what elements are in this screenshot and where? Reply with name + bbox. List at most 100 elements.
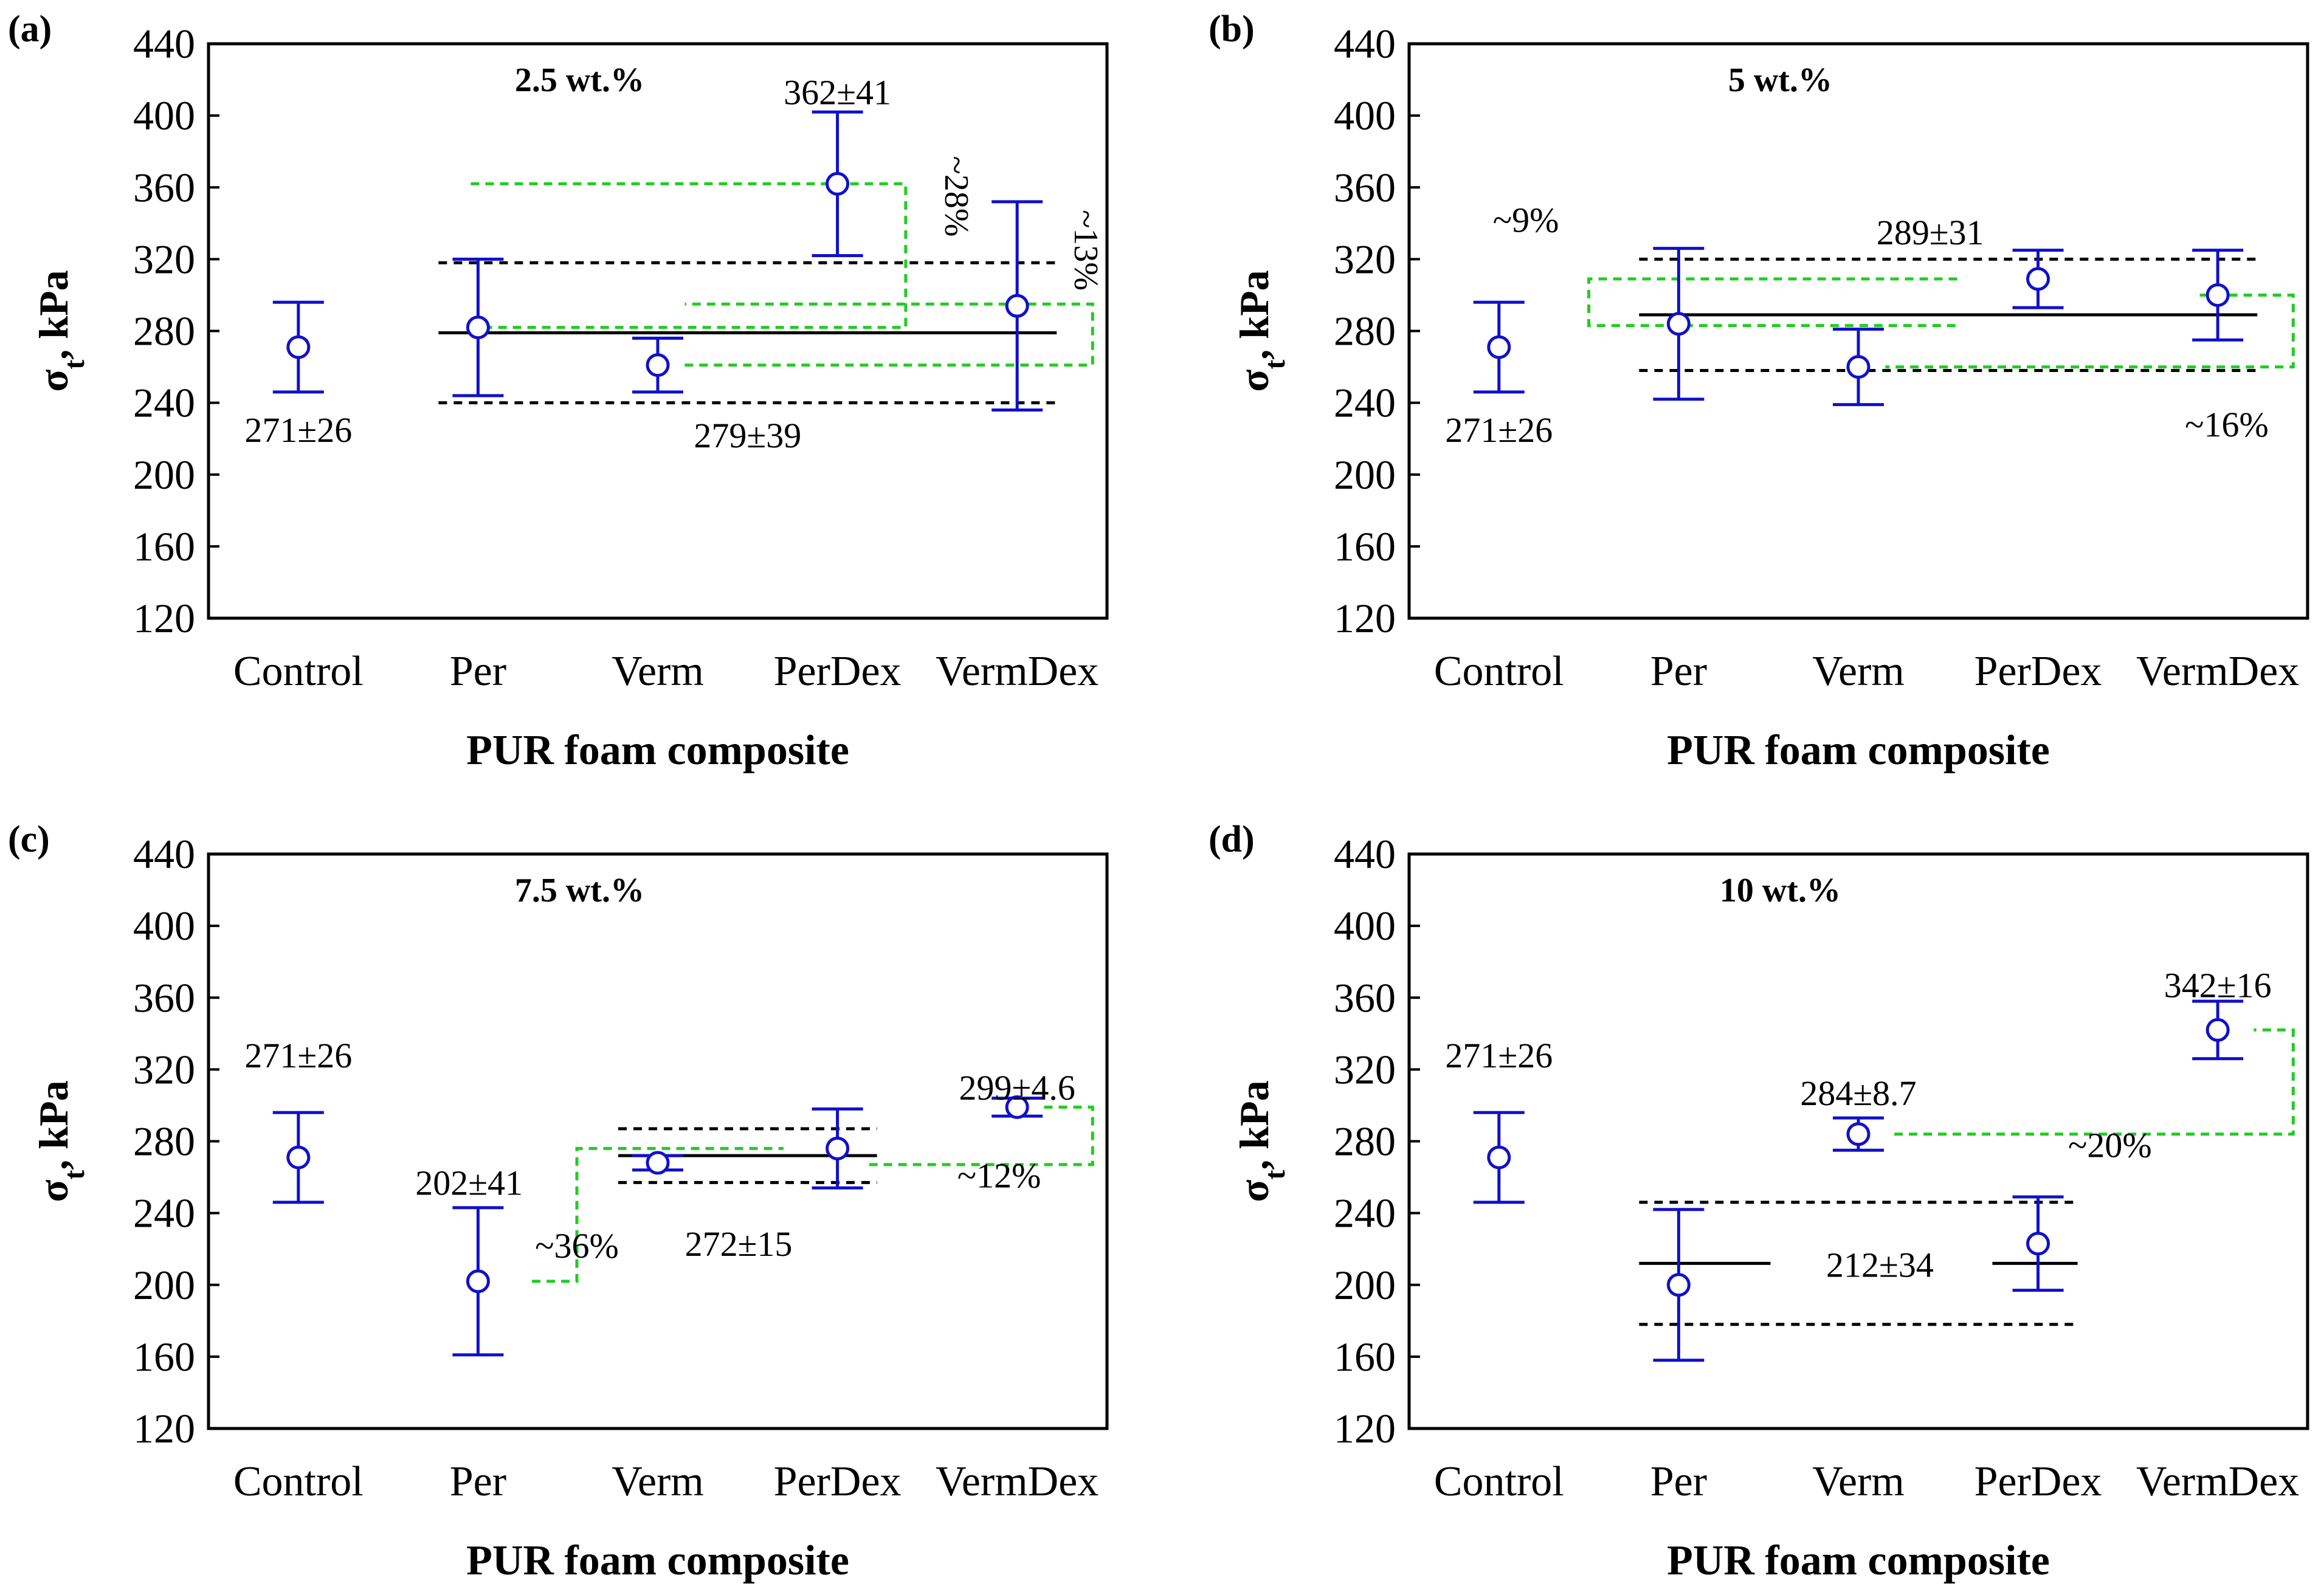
value-label: 279±39: [694, 416, 801, 455]
y-axis-label: σt, kPa: [30, 1080, 91, 1202]
mean-label: 212±34: [1826, 1245, 1934, 1284]
data-point: [1005, 1095, 1029, 1119]
x-tick-label: VermDex: [2136, 1458, 2299, 1505]
value-label: 284±8.7: [1800, 1073, 1916, 1113]
percent-bracket: [532, 1146, 784, 1283]
y-tick-label: 120: [1334, 595, 1396, 641]
x-tick-label: PerDex: [774, 1458, 902, 1505]
y-tick-label: 160: [133, 1334, 195, 1380]
y-axis-subscript: t: [58, 1170, 91, 1180]
y-axis-label: σt, kPa: [30, 270, 91, 391]
y-axis-label: σt, kPa: [1231, 270, 1291, 391]
y-axis-unit: , kPa: [1231, 270, 1277, 359]
x-tick-label: Per: [1650, 1458, 1707, 1505]
x-tick-label: Control: [1434, 1458, 1564, 1505]
y-axis-symbol: σ: [30, 1180, 77, 1202]
y-tick-label: 160: [1334, 1334, 1396, 1380]
y-tick-label: 120: [133, 595, 195, 641]
data-point: [1846, 1122, 1871, 1146]
x-tick-label: Verm: [612, 1458, 704, 1505]
x-tick-label: VermDex: [2136, 648, 2299, 695]
y-tick-label: 240: [1334, 1190, 1396, 1236]
panel-title: 2.5 wt.%: [515, 61, 644, 99]
data-point: [286, 335, 311, 359]
y-axis-symbol: σ: [1231, 370, 1277, 392]
x-tick-label: Control: [233, 648, 364, 695]
data-point: [1846, 355, 1871, 379]
y-axis-unit: , kPa: [30, 270, 77, 359]
value-label: 342±16: [2164, 966, 2272, 1005]
y-tick-label: 360: [133, 164, 195, 210]
percent-bracket: [684, 302, 1094, 367]
panel-label: (d): [1209, 819, 1255, 860]
x-tick-label: Per: [450, 1458, 506, 1505]
plot-frame: [207, 42, 1109, 620]
y-tick-label: 240: [1334, 380, 1396, 426]
y-axis-symbol: σ: [30, 370, 77, 392]
y-tick-label: 360: [1334, 164, 1396, 210]
percent-bracket: [1587, 277, 1957, 328]
value-label: ~16%: [2185, 405, 2269, 444]
y-tick-label: 120: [1334, 1405, 1396, 1452]
chart-panel-3: 120 160 200 240 280 320 360 400 440 Control Per Ver…: [8, 819, 1109, 1584]
data-point: [1487, 1145, 1511, 1170]
data-point: [2205, 1018, 2230, 1042]
chart-panel-1: 120 160 200 240 280 320 360 400 440 Control Per Ver…: [8, 9, 1109, 774]
panel-title: 5 wt.%: [1728, 61, 1832, 99]
y-tick-label: 440: [133, 21, 195, 67]
y-tick-label: 320: [133, 236, 195, 282]
x-tick-label: Control: [233, 1458, 364, 1505]
value-label: 202±41: [415, 1163, 523, 1202]
y-axis-subscript: t: [58, 360, 91, 370]
y-tick-label: 280: [1334, 308, 1396, 354]
value-label: ~36%: [535, 1226, 619, 1266]
data-point: [1487, 335, 1511, 359]
data-point: [2026, 1232, 2050, 1256]
y-tick-label: 400: [1334, 903, 1396, 949]
y-tick-label: 320: [1334, 236, 1396, 282]
value-label: ~20%: [2068, 1125, 2152, 1165]
percent-bracket: [1894, 1028, 2295, 1136]
y-axis-symbol: σ: [1231, 1180, 1277, 1202]
y-tick-label: 440: [1334, 831, 1396, 877]
y-tick-label: 160: [133, 523, 195, 570]
y-tick-label: 320: [1334, 1046, 1396, 1092]
plot-frame: [207, 852, 1109, 1430]
panel-label: (a): [8, 9, 52, 50]
data-point: [466, 1269, 490, 1294]
x-tick-label: PerDex: [774, 648, 902, 695]
x-tick-label: Control: [1434, 648, 1564, 695]
y-tick-label: 360: [133, 974, 195, 1021]
y-axis-unit: , kPa: [1231, 1080, 1277, 1170]
percent-label: ~28%: [937, 156, 975, 237]
x-tick-label: VermDex: [936, 1458, 1098, 1505]
value-label: 272±15: [685, 1224, 793, 1264]
y-tick-label: 200: [133, 1262, 195, 1308]
value-label: 289±31: [1877, 213, 1984, 252]
x-tick-label: Per: [1650, 648, 1707, 695]
percent-bracket: [864, 1105, 1094, 1166]
y-tick-label: 280: [133, 308, 195, 354]
data-point: [2026, 267, 2050, 291]
percent-label: ~13%: [1067, 210, 1105, 291]
y-tick-label: 400: [1334, 92, 1396, 139]
y-axis-label: σt, kPa: [1231, 1080, 1291, 1202]
y-tick-label: 440: [133, 831, 195, 877]
data-point: [286, 1145, 311, 1170]
y-axis-subscript: t: [1259, 360, 1291, 370]
value-label: 271±26: [244, 410, 352, 450]
y-tick-label: 200: [1334, 1262, 1396, 1308]
data-point: [2205, 283, 2230, 307]
data-point: [1666, 1273, 1691, 1297]
x-tick-label: PerDex: [1974, 648, 2102, 695]
y-tick-label: 240: [133, 1190, 195, 1236]
y-tick-label: 120: [133, 1405, 195, 1452]
y-tick-label: 440: [1334, 21, 1396, 67]
panel-title: 7.5 wt.%: [515, 872, 644, 909]
value-label: 362±41: [784, 73, 891, 112]
y-tick-label: 280: [133, 1118, 195, 1165]
y-tick-label: 400: [133, 903, 195, 949]
panel-label: (c): [8, 819, 50, 860]
y-tick-label: 200: [1334, 452, 1396, 498]
chart-panel-4: 120 160 200 240 280 320 360 400 440 Control Per Ver…: [1209, 819, 2309, 1584]
